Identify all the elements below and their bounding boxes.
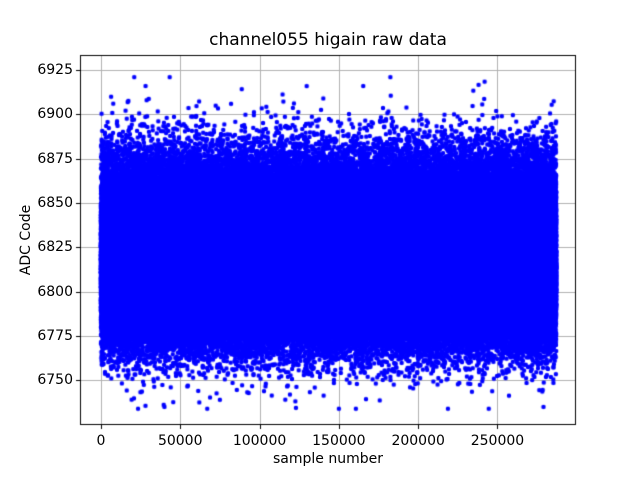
chart-title: channel055 higain raw data	[209, 30, 447, 50]
y-tick-label-6850: 6850	[37, 195, 73, 212]
x-tick-label-0: 0	[96, 433, 106, 449]
y-tick-label-6775: 6775	[37, 328, 73, 344]
y-tick-label-6825: 6825	[37, 239, 73, 256]
y-tick-label-6750: 6750	[37, 372, 73, 389]
x-axis-label: sample number	[273, 451, 383, 467]
y-tick-label-6875: 6875	[37, 150, 73, 167]
y-tick-label-6900: 6900	[37, 106, 73, 123]
y-tick-label-6800: 6800	[37, 283, 73, 300]
x-tick-label-250000: 250000	[470, 433, 525, 449]
x-tick-label-100000: 100000	[232, 433, 287, 449]
x-tick-label-200000: 200000	[391, 433, 445, 449]
x-tick-label-150000: 150000	[312, 433, 366, 449]
y-tick-label-6925: 6925	[37, 62, 73, 79]
x-tick-label-50000: 50000	[157, 433, 203, 449]
